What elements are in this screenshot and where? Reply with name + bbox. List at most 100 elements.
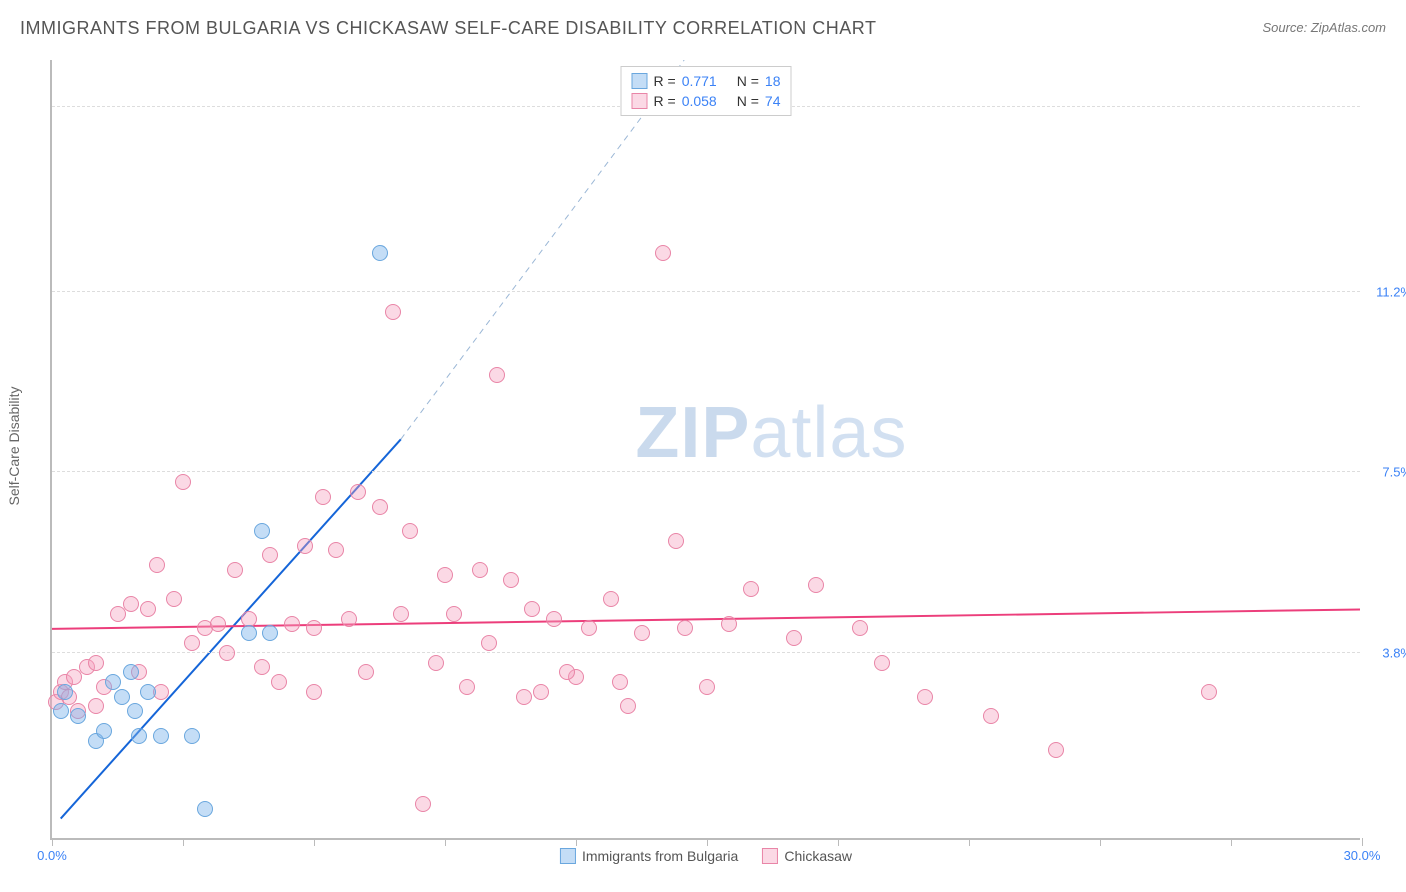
legend-stats-row: R = 0.058 N = 74 (632, 91, 781, 111)
data-point-chickasaw (184, 635, 200, 651)
data-point-bulgaria (372, 245, 388, 261)
data-point-bulgaria (131, 728, 147, 744)
r-label: R = (654, 91, 676, 111)
r-value-bulgaria: 0.771 (682, 71, 717, 91)
data-point-chickasaw (603, 591, 619, 607)
legend-series: Immigrants from Bulgaria Chickasaw (560, 848, 852, 864)
data-point-chickasaw (385, 304, 401, 320)
data-point-chickasaw (88, 655, 104, 671)
data-point-bulgaria (140, 684, 156, 700)
data-point-chickasaw (241, 611, 257, 627)
data-point-bulgaria (114, 689, 130, 705)
n-label: N = (737, 91, 759, 111)
data-point-chickasaw (415, 796, 431, 812)
data-point-chickasaw (983, 708, 999, 724)
data-point-chickasaw (852, 620, 868, 636)
data-point-bulgaria (184, 728, 200, 744)
data-point-chickasaw (437, 567, 453, 583)
data-point-chickasaw (254, 659, 270, 675)
data-point-chickasaw (123, 596, 139, 612)
gridline (52, 471, 1360, 472)
data-point-chickasaw (88, 698, 104, 714)
data-point-chickasaw (341, 611, 357, 627)
data-point-chickasaw (546, 611, 562, 627)
legend-item-chickasaw: Chickasaw (762, 848, 852, 864)
data-point-chickasaw (219, 645, 235, 661)
data-point-chickasaw (516, 689, 532, 705)
data-point-chickasaw (1201, 684, 1217, 700)
legend-swatch-bulgaria (560, 848, 576, 864)
legend-item-bulgaria: Immigrants from Bulgaria (560, 848, 738, 864)
r-value-chickasaw: 0.058 (682, 91, 717, 111)
data-point-chickasaw (786, 630, 802, 646)
data-point-bulgaria (262, 625, 278, 641)
x-tick (52, 838, 53, 846)
watermark-right: atlas (750, 393, 907, 473)
data-point-chickasaw (612, 674, 628, 690)
data-point-chickasaw (227, 562, 243, 578)
data-point-chickasaw (306, 620, 322, 636)
n-value-bulgaria: 18 (765, 71, 781, 91)
source-attribution: Source: ZipAtlas.com (1262, 20, 1386, 35)
legend-swatch-chickasaw (632, 93, 648, 109)
r-label: R = (654, 71, 676, 91)
y-tick-label: 3.8% (1362, 645, 1406, 660)
data-point-bulgaria (241, 625, 257, 641)
legend-swatch-bulgaria (632, 73, 648, 89)
n-label: N = (737, 71, 759, 91)
trend-lines (52, 60, 1360, 838)
data-point-bulgaria (70, 708, 86, 724)
data-point-chickasaw (328, 542, 344, 558)
data-point-chickasaw (533, 684, 549, 700)
data-point-chickasaw (262, 547, 278, 563)
legend-swatch-chickasaw (762, 848, 778, 864)
data-point-chickasaw (808, 577, 824, 593)
data-point-chickasaw (166, 591, 182, 607)
data-point-chickasaw (315, 489, 331, 505)
x-tick (183, 838, 184, 846)
data-point-chickasaw (524, 601, 540, 617)
x-tick (838, 838, 839, 846)
data-point-chickasaw (350, 484, 366, 500)
data-point-chickasaw (472, 562, 488, 578)
data-point-bulgaria (127, 703, 143, 719)
data-point-chickasaw (677, 620, 693, 636)
x-tick (445, 838, 446, 846)
data-point-chickasaw (297, 538, 313, 554)
data-point-chickasaw (428, 655, 444, 671)
data-point-chickasaw (655, 245, 671, 261)
x-tick (576, 838, 577, 846)
data-point-chickasaw (1048, 742, 1064, 758)
y-tick-label: 11.2% (1362, 285, 1406, 300)
plot-area: ZIPatlas R = 0.771 N = 18 R = 0.058 N = … (50, 60, 1360, 840)
x-tick (969, 838, 970, 846)
n-value-chickasaw: 74 (765, 91, 781, 111)
data-point-chickasaw (699, 679, 715, 695)
data-point-bulgaria (57, 684, 73, 700)
data-point-chickasaw (284, 616, 300, 632)
x-tick (1231, 838, 1232, 846)
data-point-chickasaw (668, 533, 684, 549)
legend-label-bulgaria: Immigrants from Bulgaria (582, 848, 738, 864)
data-point-chickasaw (581, 620, 597, 636)
x-tick (1362, 838, 1363, 846)
y-axis-label: Self-Care Disability (6, 386, 22, 505)
data-point-bulgaria (254, 523, 270, 539)
data-point-bulgaria (123, 664, 139, 680)
data-point-chickasaw (620, 698, 636, 714)
data-point-bulgaria (53, 703, 69, 719)
data-point-chickasaw (271, 674, 287, 690)
y-tick-label: 7.5% (1362, 465, 1406, 480)
data-point-chickasaw (917, 689, 933, 705)
gridline (52, 652, 1360, 653)
data-point-bulgaria (197, 801, 213, 817)
data-point-chickasaw (446, 606, 462, 622)
data-point-chickasaw (743, 581, 759, 597)
data-point-chickasaw (210, 616, 226, 632)
data-point-chickasaw (503, 572, 519, 588)
data-point-chickasaw (393, 606, 409, 622)
data-point-chickasaw (721, 616, 737, 632)
data-point-chickasaw (372, 499, 388, 515)
chart-title: IMMIGRANTS FROM BULGARIA VS CHICKASAW SE… (20, 18, 876, 39)
data-point-chickasaw (402, 523, 418, 539)
